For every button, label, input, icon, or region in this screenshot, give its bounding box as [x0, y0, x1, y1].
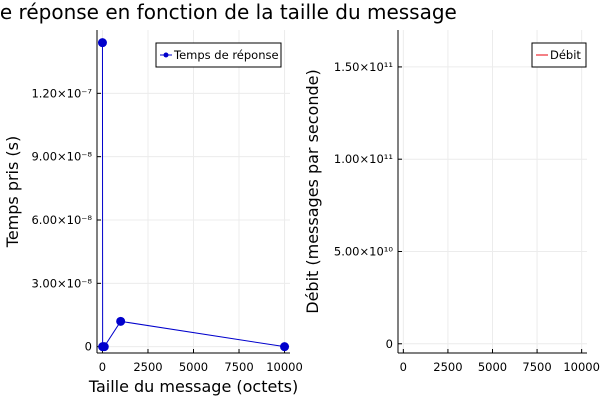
x-tick-label-1: 2500 [133, 360, 162, 374]
y-tick-label-0: 0 [386, 337, 393, 351]
data-point-3 [116, 316, 126, 326]
x-tick-label-3: 7500 [522, 360, 551, 374]
y-tick-label-1: 5.00×10¹⁰ [334, 244, 393, 258]
legend-box [155, 42, 282, 68]
y-axis-label: Temps pris (s) [3, 136, 22, 248]
y-tick-label-2: 1.00×10¹¹ [334, 152, 393, 166]
x-tick-label-1: 2500 [433, 360, 462, 374]
legend-label-0: Temps de réponse [173, 48, 279, 62]
x-tick-label-2: 5000 [478, 360, 507, 374]
y-tick-label-2: 6.00×10⁻⁸ [31, 213, 92, 227]
y-axis-label: Débit (messages par seconde) [303, 69, 322, 313]
y-tick-label-3: 9.00×10⁻⁸ [31, 150, 92, 164]
data-point-2 [99, 342, 109, 352]
legend-label-0: Débit [550, 48, 581, 62]
y-tick-label-4: 1.20×10⁻⁷ [31, 86, 92, 100]
legend-swatch-marker-0 [163, 52, 169, 58]
x-tick-label-4: 10000 [563, 360, 600, 374]
x-tick-label-3: 7500 [224, 360, 253, 374]
chart-title: Temps de réponse en fonction de la taill… [0, 0, 457, 24]
x-tick-label-4: 10000 [266, 360, 303, 374]
x-tick-label-2: 5000 [179, 360, 208, 374]
y-tick-label-0: 0 [85, 340, 92, 354]
data-point-0 [97, 38, 107, 48]
x-tick-label-0: 0 [400, 360, 407, 374]
y-tick-label-3: 1.50×10¹¹ [334, 60, 393, 74]
y-tick-label-1: 3.00×10⁻⁸ [31, 276, 92, 290]
data-point-4 [280, 342, 290, 352]
x-tick-label-0: 0 [99, 360, 106, 374]
x-axis-label: Taille du message (octets) [88, 377, 298, 396]
